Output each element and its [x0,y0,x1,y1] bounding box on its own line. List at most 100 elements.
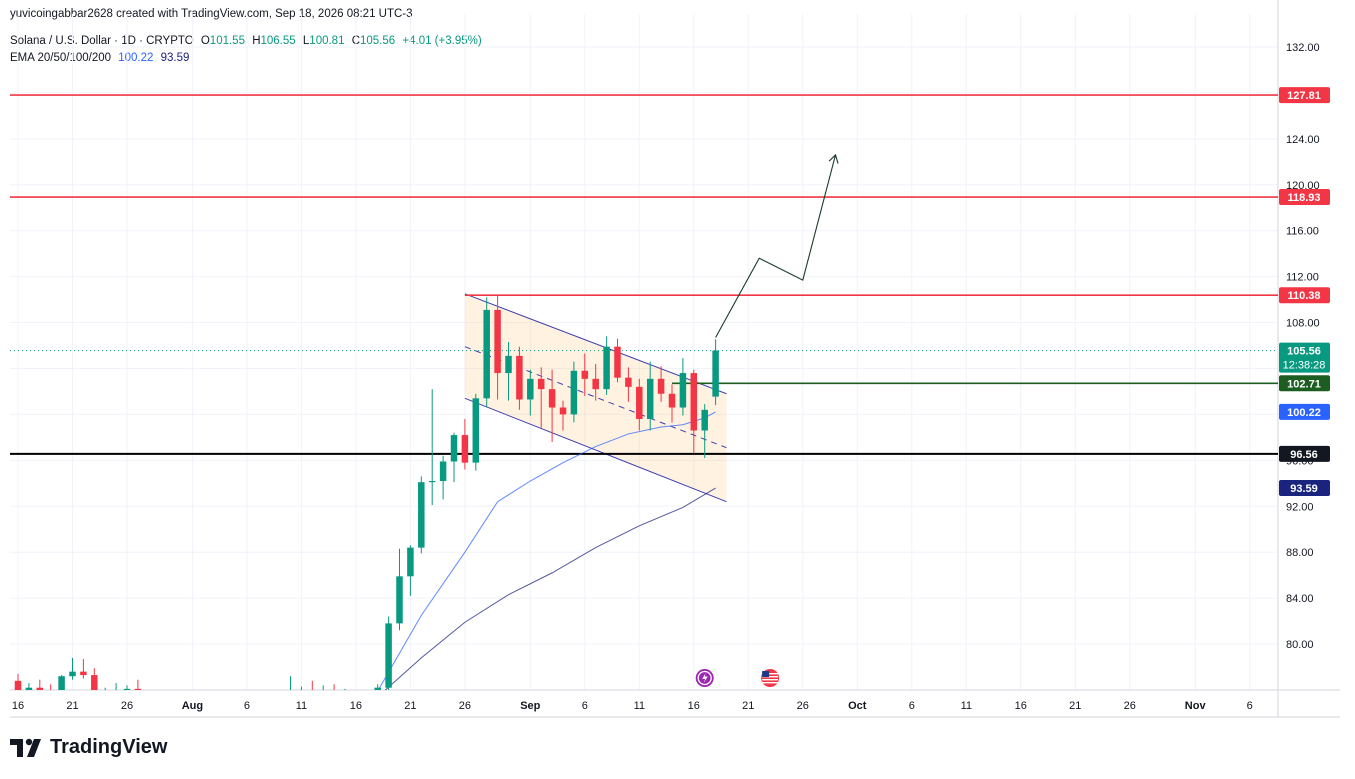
symbol-title[interactable]: Solana / U.S. Dollar · 1D · CRYPTO [10,35,194,47]
x-tick-label: 21 [742,700,754,712]
candle [636,378,643,431]
price-badge-countdown: 12:38:28 [1283,360,1326,372]
x-tick-label: 6 [244,700,250,712]
candle [167,695,174,704]
x-tick-label: 21 [66,700,78,712]
chart-credit: yuvicoingabbar2628 created with TradingV… [10,8,413,20]
candle [211,695,218,704]
candle-body [701,409,708,431]
price-badge: 100.22 [1279,403,1330,420]
x-tick-label: 16 [12,700,24,712]
candle-body [592,378,599,390]
legend-ema-row[interactable]: EMA 20/50/100/200 100.22 93.59 [10,52,189,64]
candle-body [548,389,556,408]
ema-slow-value: 93.59 [160,52,190,64]
candle-body [483,309,490,399]
y-tick-label: 88.00 [1286,547,1314,559]
price-badge-bg [1279,445,1330,462]
price-badge-text: 96.56 [1290,449,1318,461]
x-tick-label: 21 [1069,700,1081,712]
candle-body [657,378,665,394]
candle-body [385,623,392,688]
low-label: L [302,35,310,47]
candle [364,692,371,703]
ema-label[interactable]: EMA 20/50/100/200 [10,52,112,64]
candle [712,339,719,406]
price-badge: 110.38 [1279,287,1330,304]
candle-body [494,309,501,374]
candle-body [364,697,371,700]
y-tick-label: 108.00 [1286,318,1320,330]
candle [233,693,240,702]
candle-body [396,576,403,624]
candle [407,545,414,596]
candle-body [418,482,425,548]
candle [668,384,676,423]
price-badge-bg [1279,342,1330,373]
candle [156,693,163,704]
plot-area [10,94,1278,704]
y-tick-label: 116.00 [1286,226,1319,238]
candle [483,297,490,408]
candle-body [233,699,240,701]
candle-body [331,691,338,694]
price-badge-bg [1279,403,1330,420]
candle [385,616,392,690]
candle [679,358,687,416]
low-value: 100.81 [309,35,345,47]
candle [614,338,621,383]
candle [276,691,283,702]
brand[interactable]: TradingView [10,736,167,759]
candle [657,366,665,402]
candle-body [636,386,643,420]
candle-body [646,378,654,420]
candle-body [69,671,76,677]
price-badge-bg [1279,87,1330,104]
candle [559,400,567,431]
candle [592,363,599,401]
candle-body [668,393,676,408]
candle [36,679,44,690]
candle [113,683,120,692]
candle [290,676,291,690]
candle-body [516,355,523,400]
candle [581,353,589,397]
candle [494,294,501,400]
y-tick-label: 112.00 [1286,272,1319,284]
candle-body [625,377,632,387]
candle-body [167,700,174,701]
y-tick-label: 84.00 [1286,593,1314,605]
candle [25,683,33,690]
candle [353,690,360,699]
candle-body [113,691,120,692]
candle-body [25,687,33,690]
candle [311,680,313,690]
candle [80,658,87,679]
x-tick-label: 21 [404,700,416,712]
x-tick-label: 26 [797,700,809,712]
candle-body [679,373,687,408]
legend-symbol-row[interactable]: Solana / U.S. Dollar · 1D · CRYPTO O101.… [10,35,482,47]
candle-body [80,671,87,676]
candle-body [690,373,698,431]
candle [374,684,381,690]
candle-body [14,680,22,690]
x-tick-label: 11 [634,700,645,712]
candle-body [265,697,272,700]
candle [625,367,632,402]
x-tick-label: 6 [1247,700,1253,712]
candle [300,686,302,690]
x-tick-label: 26 [121,700,133,712]
price-badge-text: 127.81 [1287,90,1321,102]
channel-lower-line [464,397,727,503]
y-tick-label: 132.00 [1286,42,1320,54]
price-badge-text: 110.38 [1287,290,1320,302]
candle [537,367,545,429]
candle [516,346,523,410]
high-label: H [252,35,261,47]
candle-body [505,355,512,374]
candle-body [211,700,218,702]
candle-body [581,370,589,379]
candle [646,361,654,431]
